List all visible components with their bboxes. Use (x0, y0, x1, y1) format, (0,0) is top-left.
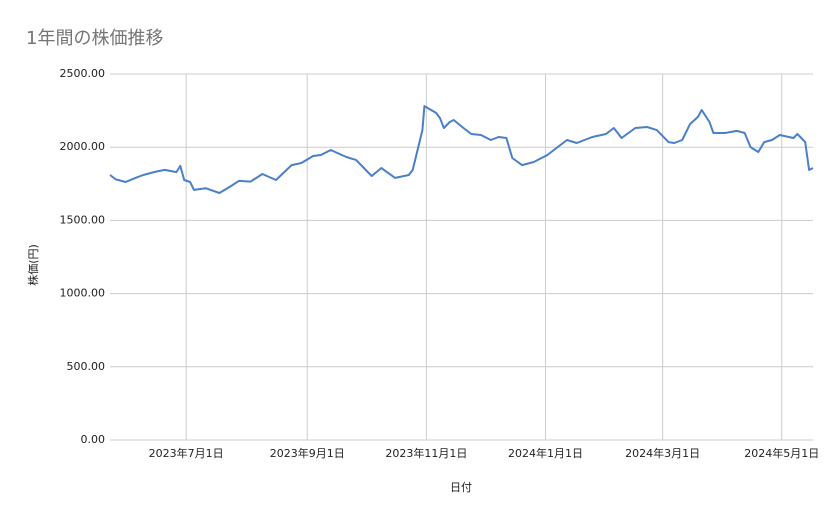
x-axis-label: 日付 (450, 481, 472, 494)
x-tick-label: 2023年9月1日 (270, 446, 345, 460)
y-axis-label: 株価(円) (26, 244, 40, 286)
x-tick-label: 2024年1月1日 (508, 446, 583, 460)
y-tick-label: 1500.00 (60, 213, 106, 226)
line-series (109, 105, 814, 194)
x-tick-label: 2023年7月1日 (149, 446, 224, 460)
y-tick-label: 0.00 (81, 433, 106, 446)
chart-title: 1年間の株価推移 (26, 28, 163, 49)
x-tick-label: 2024年5月1日 (744, 446, 819, 460)
y-tick-label: 500.00 (67, 360, 106, 373)
x-tick-label: 2024年3月1日 (625, 446, 700, 460)
y-tick-label: 2500.00 (60, 67, 106, 80)
y-tick-label: 1000.00 (60, 287, 106, 300)
x-tick-label: 2023年11月1日 (385, 446, 467, 460)
y-tick-label: 2000.00 (60, 140, 106, 153)
